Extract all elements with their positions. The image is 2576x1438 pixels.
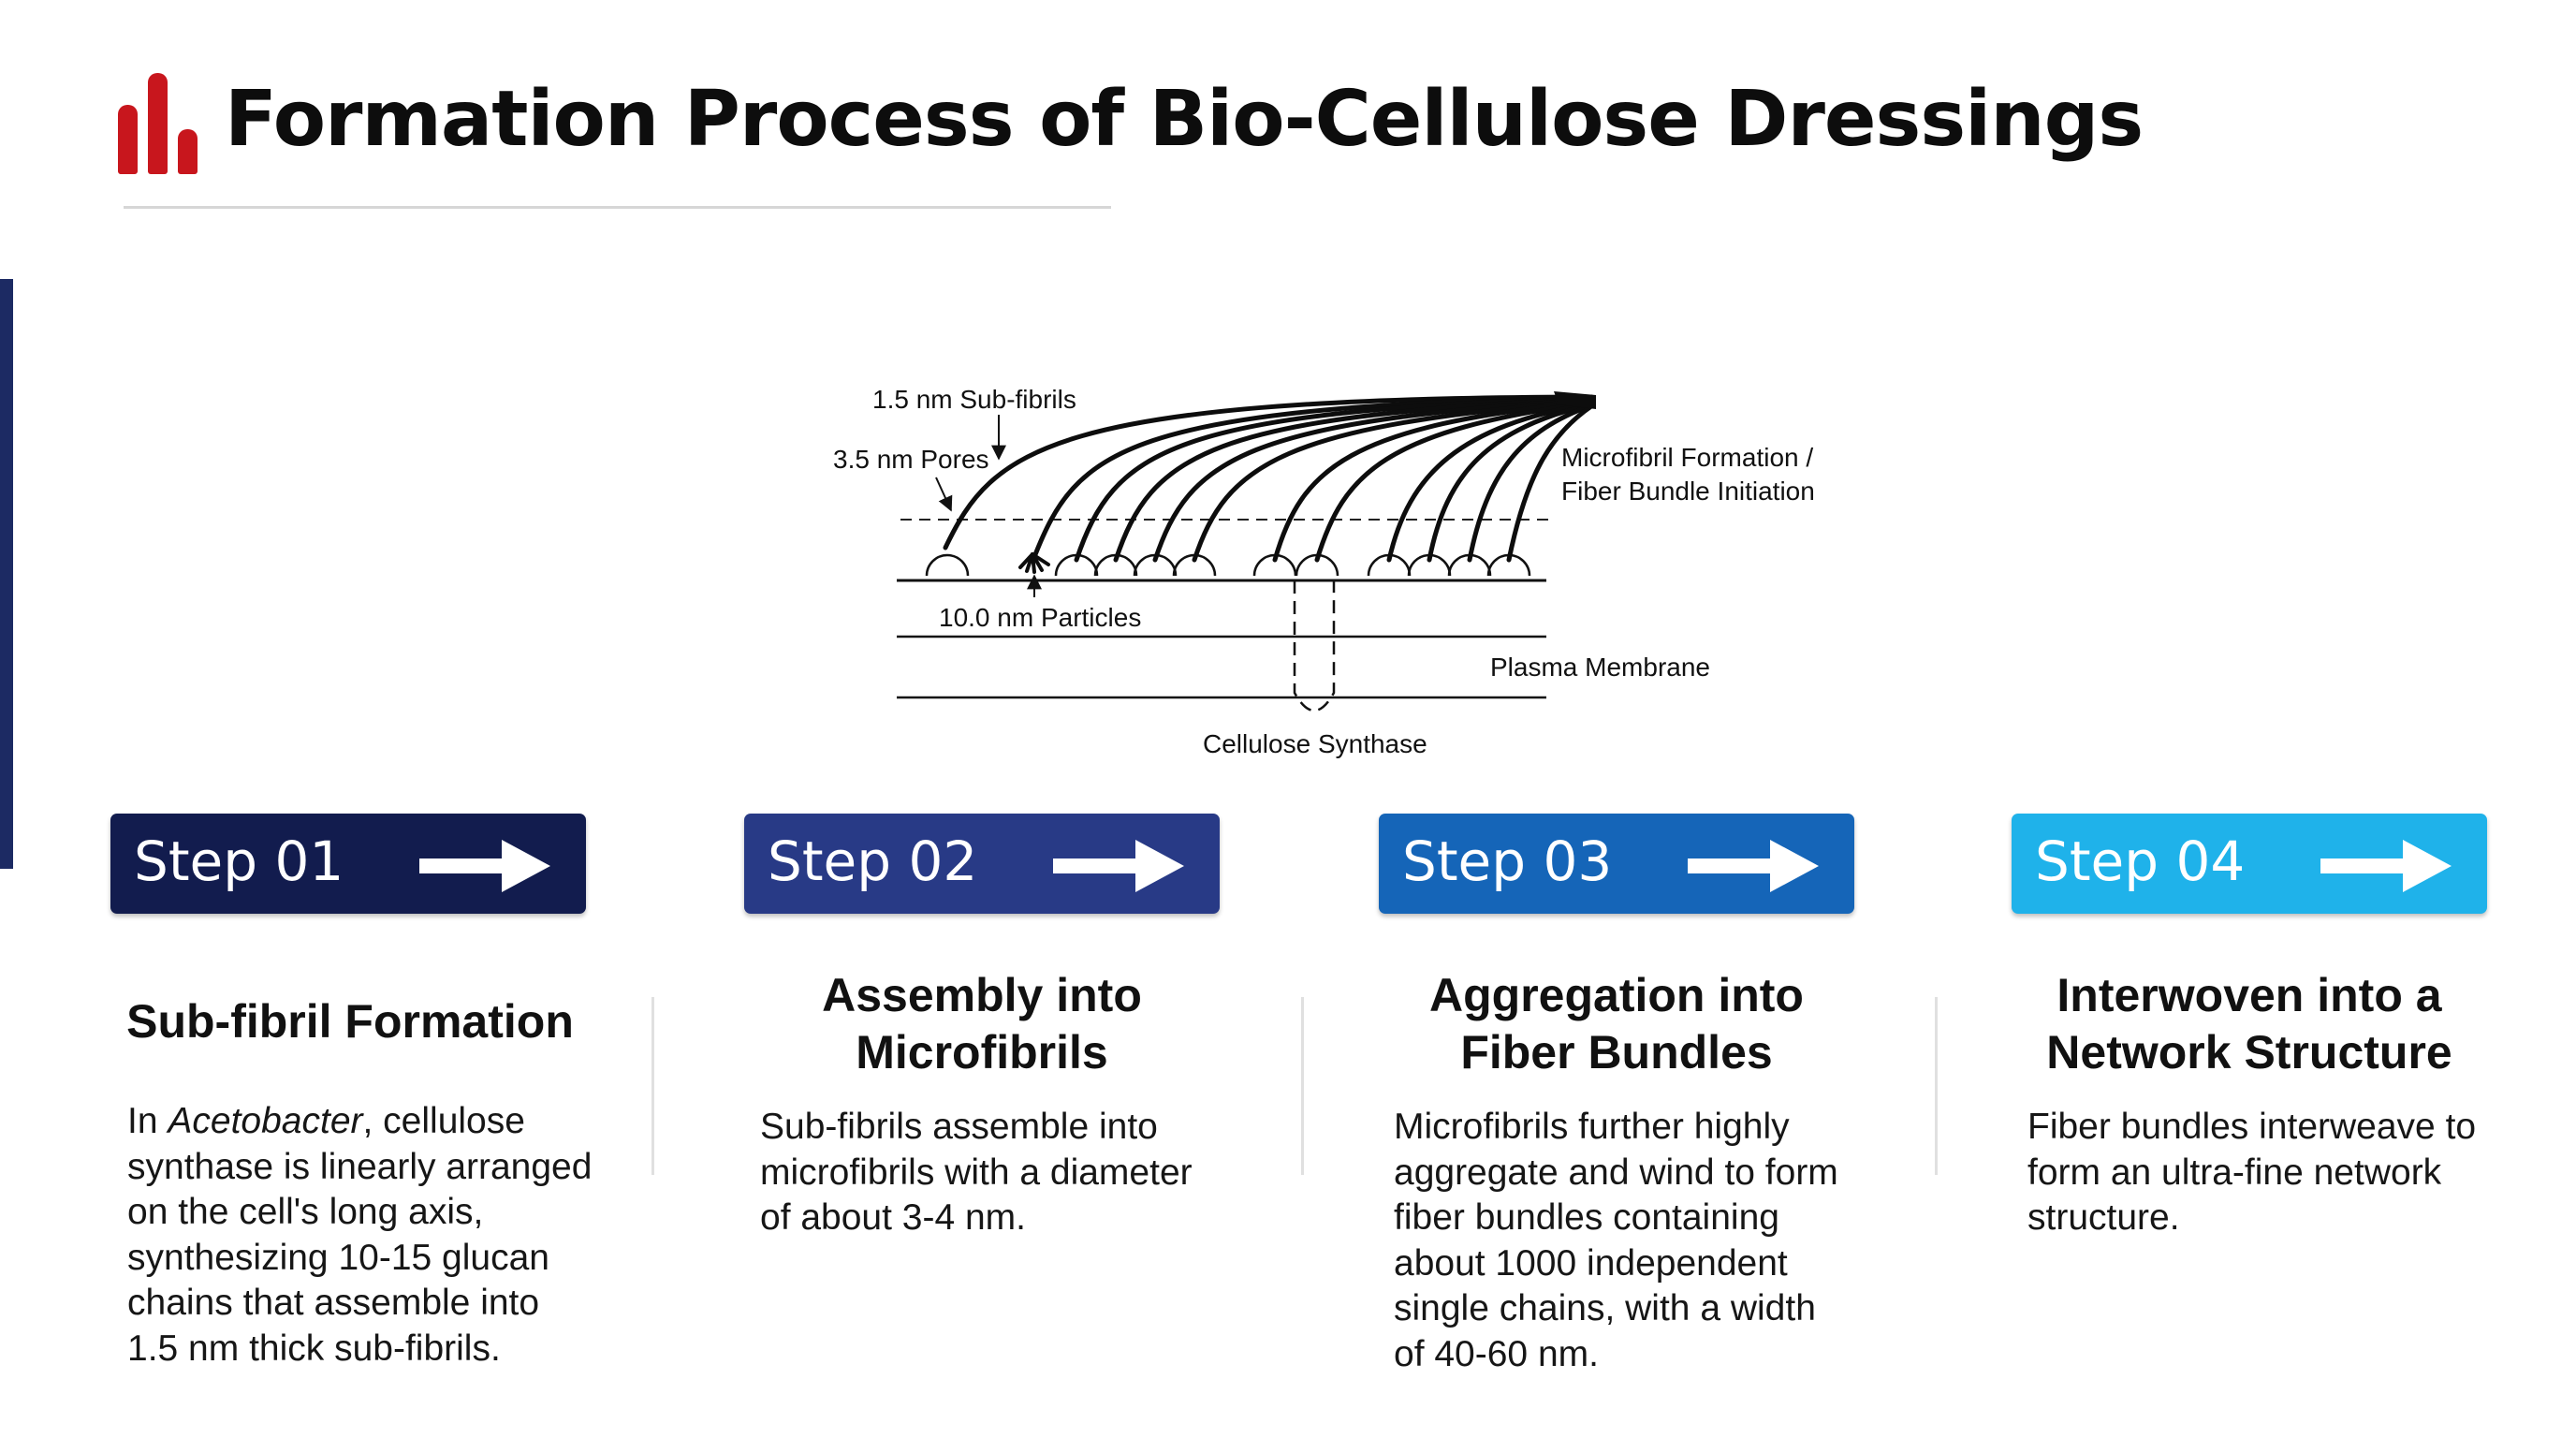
step-02-title: Assembly into Microfibrils [822,969,1142,1078]
label-microfibril-formation: Microfibril Formation / [1561,443,1813,472]
step-02-label: Step 02 [768,829,978,893]
arrow-right-icon [2320,840,2452,892]
step-04-title: Interwoven into a Network Structure [2046,969,2452,1078]
step-01-title: Sub-fibril Formation [126,995,574,1048]
fiber-bundle-tip [1554,391,1596,409]
label-pores: 3.5 nm Pores [833,445,989,474]
step-04-badge: Step 04 [2012,814,2487,914]
cellulose-synthesis-diagram: 1.5 nm Sub-fibrils 3.5 nm Pores 10.0 nm … [833,385,1815,758]
step-01-badge: Step 01 [110,814,586,914]
label-particles: 10.0 nm Particles [939,603,1141,632]
pore-bumps [925,553,1531,577]
step-03-description: Microfibrils further highly aggregate and… [1394,1107,1838,1374]
arrow-right-icon [1688,840,1819,892]
title-underline [124,206,1111,209]
column-divider [1301,997,1304,1175]
step-01-label: Step 01 [134,829,344,893]
step-03-label: Step 03 [1402,829,1613,893]
label-sub-fibrils: 1.5 nm Sub-fibrils [872,385,1076,414]
left-accent-bar [0,279,13,869]
column-divider [1935,997,1938,1175]
label-plasma-membrane: Plasma Membrane [1490,653,1710,682]
step-04-label: Step 04 [2035,829,2246,893]
step-01-description: In Acetobacter, cellulose synthase is lin… [127,1101,593,1369]
sub-fibril-strands [943,394,1594,563]
page-title: Formation Process of Bio-Cellulose Dress… [225,75,2144,164]
label-cellulose-synthase: Cellulose Synthase [1203,729,1427,758]
particle-splay [1018,552,1050,574]
step-02-description: Sub-fibrils assemble into microfibrils wi… [760,1107,1193,1238]
column-divider [651,997,654,1175]
cellulose-synthase-channel [1293,580,1336,712]
arrow-right-icon [1053,840,1184,892]
step-03-title: Aggregation into Fiber Bundles [1429,969,1804,1078]
bar-chart-icon [118,73,198,174]
step-02-badge: Step 02 [744,814,1220,914]
step-03-badge: Step 03 [1379,814,1854,914]
arrow-right-icon [419,840,550,892]
label-fiber-bundle-initiation: Fiber Bundle Initiation [1561,477,1815,506]
step-04-description: Fiber bundles interweave to form an ultra… [2027,1107,2477,1238]
